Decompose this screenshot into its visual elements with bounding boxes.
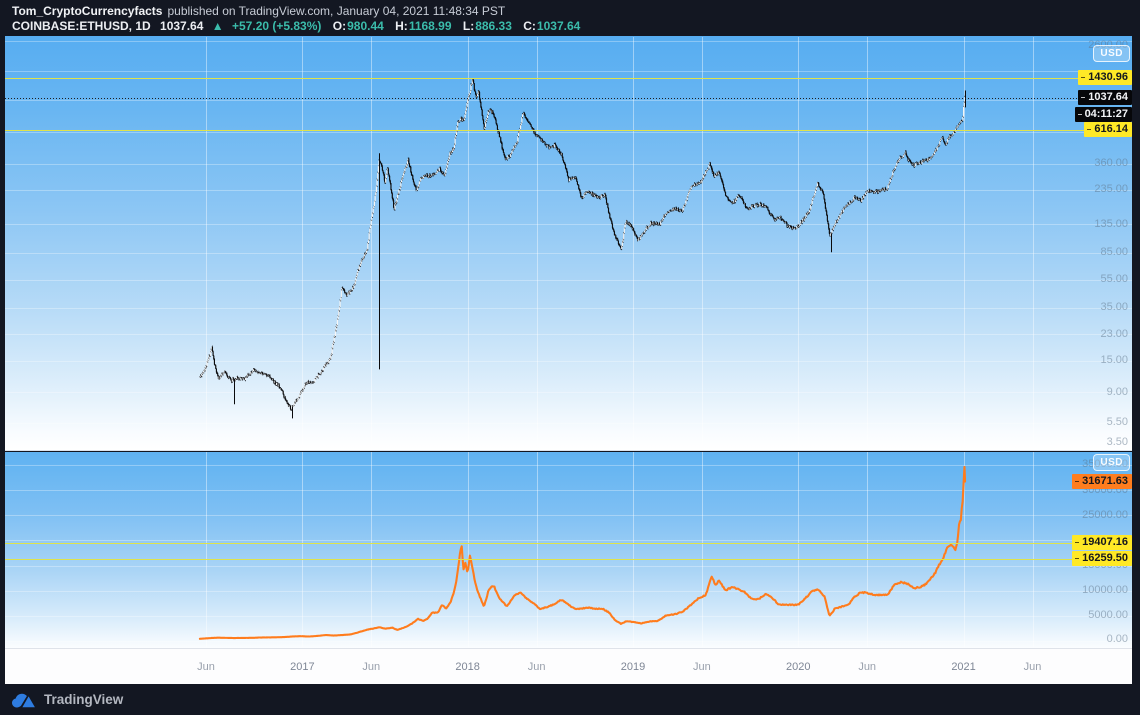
ohlc-close-value: 1037.64: [536, 19, 581, 33]
symbol-line: COINBASE:ETHUSD, 1D 1037.64 ▲ +57.20 (+5…: [0, 18, 1140, 34]
tradingview-brand[interactable]: TradingView: [44, 692, 124, 707]
publish-info: published on TradingView.com, January 04…: [167, 4, 506, 18]
last-price: 1037.64: [160, 19, 204, 33]
publish-line: Tom_CryptoCurrencyfacts published on Trad…: [0, 0, 1140, 18]
change-arrow-icon: ▲: [211, 19, 224, 33]
ohlc-open-label: O:: [332, 19, 347, 33]
publish-bar: Tom_CryptoCurrencyfacts published on Trad…: [0, 0, 1140, 36]
tradingview-footer: TradingView: [0, 684, 1140, 715]
tradingview-logo-icon[interactable]: [12, 692, 37, 708]
change-text: +57.20 (+5.83%): [232, 19, 322, 33]
author-name[interactable]: Tom_CryptoCurrencyfacts: [12, 4, 163, 18]
ohlc-low-value: 886.33: [475, 19, 512, 33]
ohlc-high-label: H:: [395, 19, 408, 33]
symbol-title[interactable]: COINBASE:ETHUSD, 1D: [12, 19, 151, 33]
ohlc-high-value: 1168.99: [408, 19, 452, 33]
ohlc-close-label: C:: [523, 19, 536, 33]
ohlc-open-value: 980.44: [347, 19, 384, 33]
ohlc-low-label: L:: [462, 19, 475, 33]
